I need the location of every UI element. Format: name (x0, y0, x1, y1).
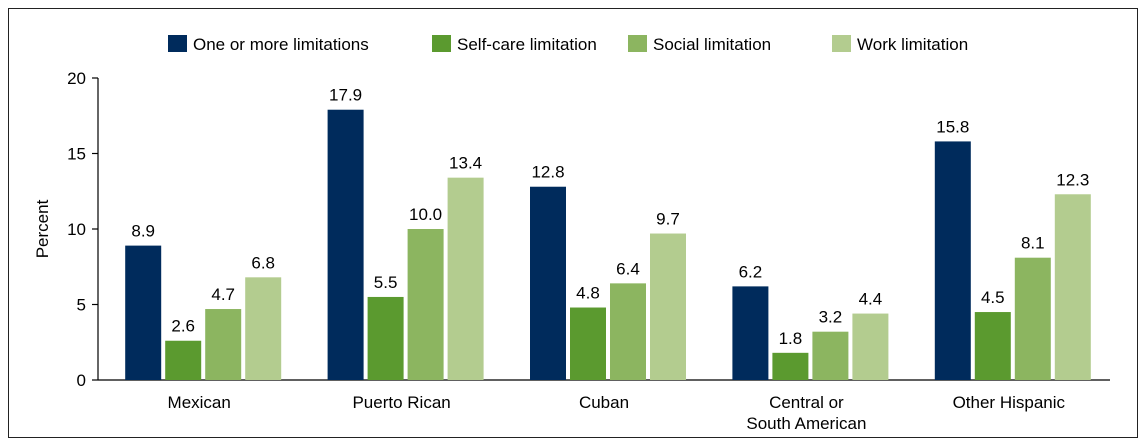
y-tick-label: 5 (77, 296, 86, 315)
bar (570, 307, 606, 380)
legend-swatch (628, 35, 647, 52)
bar (125, 245, 162, 380)
data-label: 13.4 (449, 154, 482, 173)
y-axis: 0 5 10 15 20 Percent (33, 69, 99, 390)
bar (407, 229, 444, 380)
bar (974, 312, 1011, 380)
data-label: 15.8 (936, 117, 969, 136)
data-labels: 8.9 2.6 4.7 6.8 17.9 5.5 10.0 13.4 12.8 4.8 6.4 9.7… (131, 86, 1089, 348)
bar (1014, 257, 1051, 380)
data-label: 8.9 (131, 222, 155, 241)
legend-label: Social limitation (653, 35, 771, 54)
data-label: 1.8 (779, 329, 803, 348)
legend-swatch (168, 35, 187, 52)
bar (852, 313, 889, 380)
y-tick-label: 10 (67, 220, 86, 239)
x-tick-label: Central or (769, 393, 844, 412)
legend-label: Self-care limitation (457, 35, 597, 54)
data-label: 4.8 (576, 284, 600, 303)
data-label: 10.0 (409, 205, 442, 224)
x-tick-label: Cuban (579, 393, 629, 412)
bar (732, 286, 769, 380)
data-label: 8.1 (1021, 234, 1045, 253)
y-axis-title: Percent (33, 199, 52, 258)
bar (165, 340, 202, 380)
bar (650, 233, 686, 380)
data-label: 12.8 (531, 163, 564, 182)
data-label: 17.9 (329, 86, 362, 105)
data-label: 6.2 (739, 262, 763, 281)
bar (934, 141, 971, 380)
bar (812, 331, 849, 380)
legend-swatch (832, 35, 851, 52)
legend-label: Work limitation (857, 35, 968, 54)
data-label: 4.7 (211, 285, 235, 304)
chart-frame (8, 8, 1138, 438)
x-tick-label: Puerto Rican (352, 393, 450, 412)
bar (245, 277, 282, 380)
data-label: 3.2 (819, 308, 843, 327)
data-label: 6.8 (251, 253, 275, 272)
data-label: 6.4 (616, 259, 640, 278)
data-label: 2.6 (171, 317, 195, 336)
legend: One or more limitations Self-care limitat… (168, 35, 968, 54)
data-label: 4.4 (859, 290, 883, 309)
bar (205, 309, 242, 380)
legend-label: One or more limitations (193, 35, 369, 54)
x-axis: Mexican Puerto Rican Cuban Central or South … (98, 379, 1110, 433)
y-tick-label: 20 (67, 69, 86, 88)
x-tick-label: Mexican (168, 393, 231, 412)
bar (772, 352, 809, 380)
y-tick-label: 0 (77, 371, 86, 390)
data-label: 4.5 (981, 288, 1005, 307)
legend-swatch (432, 35, 451, 52)
bar (447, 177, 484, 380)
x-tick-label: South American (746, 414, 866, 433)
bar (367, 296, 404, 380)
bar (610, 283, 646, 380)
data-label: 5.5 (374, 273, 398, 292)
y-tick-label: 15 (67, 145, 86, 164)
bars (125, 109, 1091, 381)
data-label: 9.7 (656, 210, 680, 229)
data-label: 12.3 (1056, 170, 1089, 189)
bar (1054, 194, 1091, 380)
bar (327, 109, 364, 381)
x-tick-label: Other Hispanic (953, 393, 1066, 412)
bar (530, 186, 566, 380)
